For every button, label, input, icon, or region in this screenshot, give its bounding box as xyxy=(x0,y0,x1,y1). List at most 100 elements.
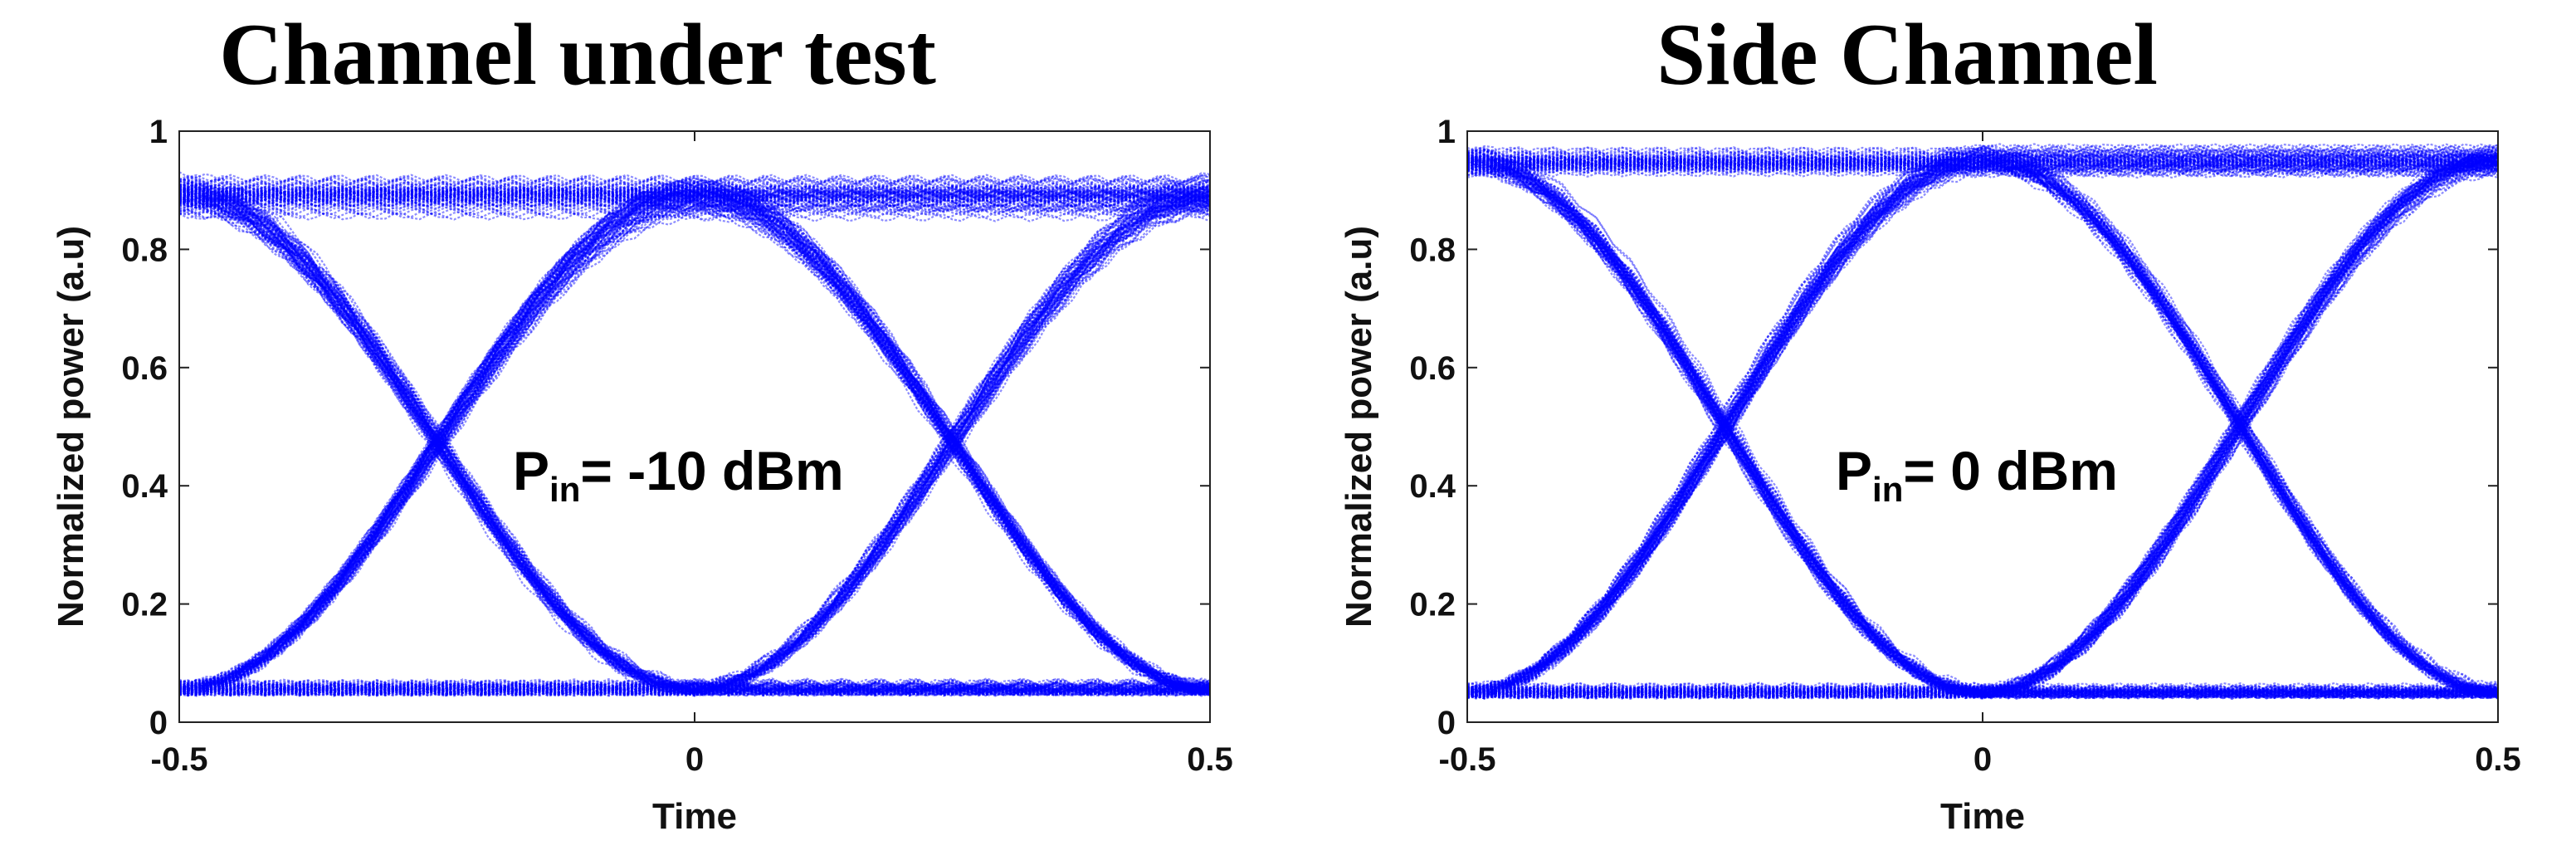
eye-trace xyxy=(179,685,1210,695)
eye-trace xyxy=(179,191,1210,696)
eye-trace xyxy=(179,196,1210,688)
eye-trace xyxy=(179,188,1210,695)
eye-trace xyxy=(1467,161,2498,693)
eye-trace xyxy=(1467,167,2498,700)
eye-trace xyxy=(179,198,1210,692)
eye-trace xyxy=(1467,160,2498,696)
eye-trace xyxy=(1467,168,2498,699)
eye-trace xyxy=(1467,161,2498,693)
eye-trace xyxy=(1467,162,2498,698)
eye-trace xyxy=(1467,159,2498,698)
eye-trace xyxy=(179,179,1210,691)
eye-trace xyxy=(1467,160,2498,693)
eye-trace xyxy=(179,184,1210,689)
eye-trace xyxy=(179,188,1210,687)
eye-trace xyxy=(1467,164,2498,696)
eye-trace xyxy=(179,186,1210,689)
eye-trace xyxy=(179,687,1210,696)
eye-trace xyxy=(179,682,1210,692)
eye-trace xyxy=(1467,152,2498,691)
eye-trace xyxy=(179,198,1210,695)
eye-trace xyxy=(179,687,1210,696)
eye-trace xyxy=(179,188,1210,690)
eye-trace xyxy=(1467,144,2498,698)
eye-trace xyxy=(1467,687,2498,696)
eye-trace xyxy=(179,187,1210,696)
eye-trace xyxy=(179,187,1210,691)
eye-trace xyxy=(179,187,1210,696)
eye-trace xyxy=(1467,149,2498,697)
eye-trace xyxy=(179,182,1210,192)
eye-trace xyxy=(1467,166,2498,696)
y-tick-label: 0.6 xyxy=(121,350,168,387)
eye-trace xyxy=(179,178,1210,188)
eye-trace xyxy=(1467,150,2498,699)
eye-trace xyxy=(1467,154,2498,697)
eye-trace xyxy=(179,189,1210,694)
eye-trace xyxy=(1467,157,2498,696)
eye-trace xyxy=(179,197,1210,691)
eye-trace xyxy=(1467,162,2498,172)
eye-trace xyxy=(179,194,1210,204)
eye-trace xyxy=(1467,161,2498,698)
eye-trace xyxy=(1467,159,2498,697)
eye-trace xyxy=(179,683,1210,693)
eye-trace xyxy=(1467,149,2498,698)
eye-trace xyxy=(179,192,1210,691)
eye-trace xyxy=(1467,154,2498,164)
eye-trace xyxy=(179,686,1210,696)
eye-trace xyxy=(179,179,1210,696)
eye-trace xyxy=(179,198,1210,208)
eye-trace xyxy=(179,194,1210,688)
eye-trace xyxy=(179,176,1210,691)
eye-trace xyxy=(1467,159,2498,696)
eye-trace xyxy=(179,188,1210,693)
plot-frame xyxy=(178,130,1211,723)
eye-trace xyxy=(1467,152,2498,699)
eye-trace xyxy=(179,207,1210,696)
eye-trace xyxy=(179,183,1210,696)
eye-trace xyxy=(179,198,1210,694)
eye-trace xyxy=(179,180,1210,693)
eye-trace xyxy=(1467,158,2498,697)
eye-trace xyxy=(179,188,1210,692)
power-annotation: Pin= 0 dBm xyxy=(1836,440,2118,509)
eye-trace xyxy=(1467,162,2498,699)
eye-trace xyxy=(1467,165,2498,698)
eye-trace xyxy=(179,188,1210,695)
eye-trace xyxy=(179,196,1210,691)
eye-trace xyxy=(179,203,1210,694)
eye-trace xyxy=(1467,689,2498,699)
eye-trace xyxy=(1467,154,2498,696)
eye-trace xyxy=(1467,165,2498,696)
eye-trace xyxy=(1467,165,2498,698)
eye-trace xyxy=(1467,154,2498,700)
eye-trace xyxy=(179,185,1210,696)
eye-trace xyxy=(179,687,1210,696)
eye-trace xyxy=(1467,690,2498,699)
eye-trace xyxy=(179,190,1210,694)
eye-trace xyxy=(1467,157,2498,698)
eye-trace xyxy=(179,183,1210,695)
eye-trace xyxy=(179,203,1210,694)
eye-trace xyxy=(1467,154,2498,696)
eye-trace xyxy=(1467,153,2498,697)
eye-trace xyxy=(179,189,1210,696)
eye-trace xyxy=(1467,162,2498,699)
eye-trace xyxy=(179,197,1210,694)
eye-trace xyxy=(179,181,1210,696)
eye-trace xyxy=(1467,159,2498,697)
eye-trace xyxy=(179,172,1210,691)
eye-trace xyxy=(1467,159,2498,696)
eye-trace xyxy=(179,203,1210,697)
eye-trace xyxy=(1467,155,2498,696)
eye-trace xyxy=(179,195,1210,696)
eye-trace xyxy=(1467,163,2498,698)
eye-trace xyxy=(179,198,1210,693)
eye-trace xyxy=(1467,156,2498,700)
eye-trace xyxy=(1467,156,2498,700)
eye-trace xyxy=(1467,154,2498,696)
eye-trace xyxy=(1467,158,2498,699)
x-tick-label: 0.5 xyxy=(2475,741,2521,778)
